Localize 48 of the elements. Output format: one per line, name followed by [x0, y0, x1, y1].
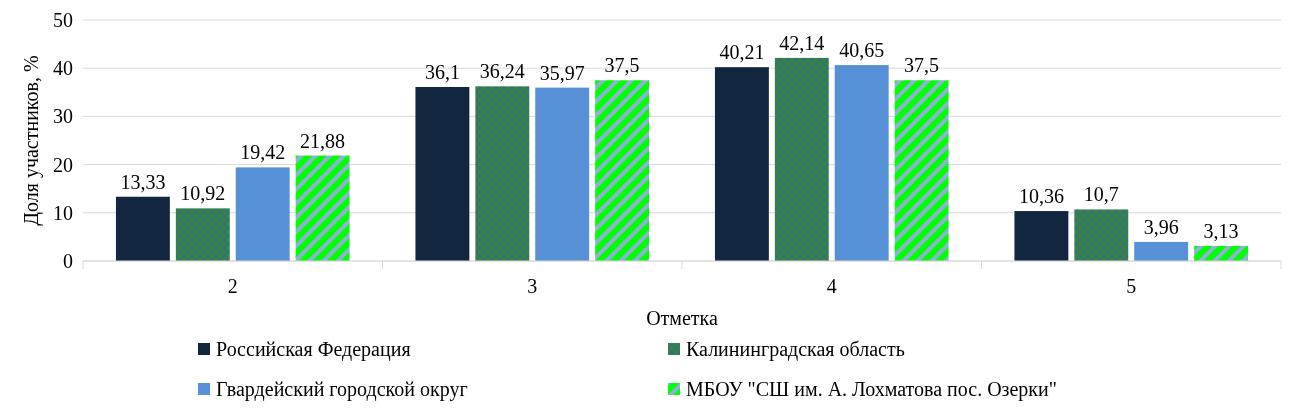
x-tick-label: 5: [1126, 275, 1137, 297]
bar: [295, 155, 350, 261]
legend-label: МБОУ "СШ им. А. Лохматова пос. Озерки": [686, 378, 1057, 401]
data-label: 10,7: [1083, 183, 1119, 206]
bar: [1194, 245, 1249, 261]
data-label: 3,13: [1203, 219, 1239, 242]
data-label: 37,5: [904, 54, 940, 77]
legend-label: Гвардейский городской округ: [216, 378, 468, 401]
bar: [1014, 211, 1069, 261]
data-label: 36,1: [424, 61, 460, 83]
y-tick-label: 30: [53, 105, 73, 128]
bar: [834, 65, 889, 261]
bar: [535, 87, 590, 261]
y-tick-label: 20: [53, 153, 73, 176]
data-label: 19,42: [240, 141, 286, 164]
y-tick-label: 0: [63, 250, 73, 272]
data-label: 37,5: [604, 54, 640, 77]
data-label: 36,24: [479, 60, 525, 83]
legend-label: Российская Федерация: [216, 338, 411, 361]
data-label: 10,92: [180, 182, 226, 205]
y-tick-label: 40: [53, 57, 73, 80]
bar: [894, 80, 949, 261]
bar: [475, 86, 530, 261]
bar: [714, 67, 769, 261]
bar: [235, 167, 290, 261]
x-tick-label: 2: [227, 275, 238, 297]
legend-label: Калининградская область: [686, 338, 905, 361]
data-label: 13,33: [120, 170, 166, 193]
bar: [1134, 241, 1189, 261]
bar: [774, 57, 829, 261]
y-tick-label: 50: [53, 9, 73, 31]
bar: [175, 208, 230, 261]
data-label: 40,65: [839, 39, 885, 62]
bar: [1074, 209, 1129, 261]
data-label: 10,36: [1018, 185, 1064, 208]
x-axis-title: Отметка: [646, 307, 718, 329]
x-tick-label: 3: [527, 275, 538, 297]
x-tick-label: 4: [826, 275, 837, 297]
data-label: 35,97: [539, 61, 585, 84]
bar: [595, 80, 650, 261]
bar: [115, 196, 170, 261]
bar: [415, 87, 470, 261]
y-axis-title: Доля участников, %: [20, 55, 43, 226]
data-label: 3,96: [1143, 215, 1179, 238]
data-label: 42,14: [779, 31, 825, 54]
data-label: 40,21: [719, 41, 765, 64]
data-label: 21,88: [300, 129, 346, 152]
y-tick-label: 10: [53, 201, 73, 224]
